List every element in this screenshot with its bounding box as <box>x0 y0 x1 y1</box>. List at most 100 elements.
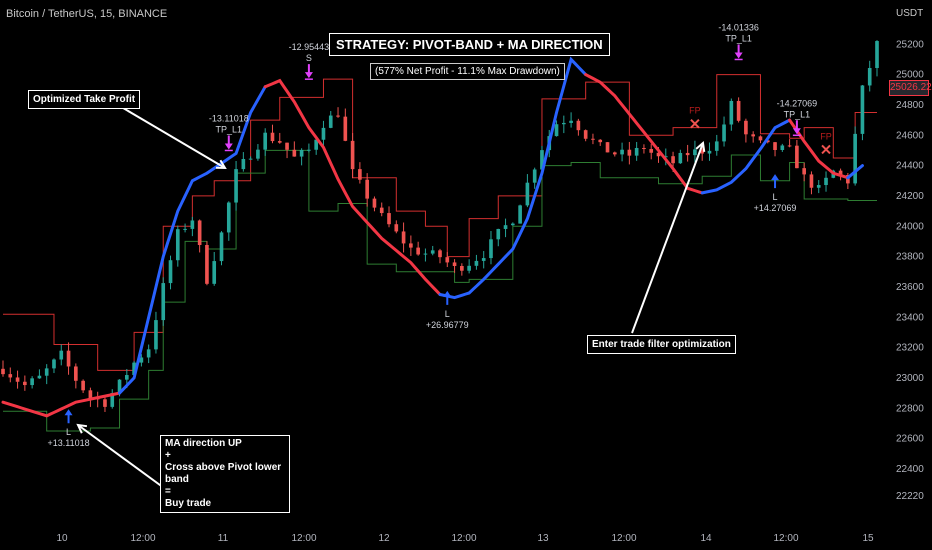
candle-body <box>168 260 173 284</box>
entry-arrow-icon <box>771 174 780 189</box>
y-tick-label: 23200 <box>896 343 924 354</box>
candle-body <box>328 115 333 128</box>
candle-body <box>175 229 180 261</box>
candle-body <box>416 247 420 255</box>
trade-label: TP_L1 <box>784 109 811 119</box>
y-tick-label: 22400 <box>896 464 924 475</box>
y-tick-label: 23600 <box>896 282 924 293</box>
y-tick-label: 24200 <box>896 191 924 202</box>
filter-cross-icon <box>690 118 700 129</box>
candle-body <box>190 220 195 229</box>
candle-body <box>74 366 78 381</box>
filter-label: FP <box>689 106 701 116</box>
candle-body <box>372 198 377 208</box>
ma-segment-up <box>846 164 864 180</box>
candle-body <box>438 250 442 258</box>
candle-body <box>474 260 479 266</box>
candle-body <box>117 379 122 393</box>
candle-body <box>860 85 865 134</box>
candle-body <box>365 179 369 199</box>
x-tick-label: 12:00 <box>773 533 798 544</box>
x-tick-label: 12:00 <box>451 533 476 544</box>
candle-body <box>649 149 654 153</box>
candle-body <box>787 145 792 147</box>
trade-pnl: +13.11018 <box>47 438 89 448</box>
candle-body <box>292 149 297 157</box>
candle-body <box>285 142 289 150</box>
candle-body <box>634 147 639 156</box>
current-price-tag: 25026.22 <box>889 80 932 96</box>
annotation-arrow-line <box>631 142 704 334</box>
y-tick-label: 24400 <box>896 161 924 172</box>
candle-body <box>496 228 501 240</box>
candle-body <box>66 350 71 367</box>
trade-label: S <box>306 53 312 63</box>
candle-body <box>321 127 326 140</box>
candle-body <box>197 220 202 246</box>
y-tick-label: 22220 <box>896 491 924 502</box>
candle-body <box>248 158 253 160</box>
candle-body <box>503 225 508 229</box>
candle-body <box>612 152 617 155</box>
candle-body <box>744 120 748 135</box>
buy-rule-line: MA direction UP <box>165 438 242 449</box>
candle-body <box>23 381 27 386</box>
candle-body <box>554 124 559 137</box>
y-axis: 25200 25000 24800 24600 24400 24200 24000 23800… <box>896 39 924 502</box>
candle-body <box>256 149 260 159</box>
candle-body <box>824 177 828 186</box>
y-tick-label: 24000 <box>896 221 924 232</box>
candle-body <box>736 100 741 121</box>
filter-note: Enter trade filter optimization <box>587 335 736 354</box>
trade-pnl: -14.01336 <box>718 22 759 32</box>
candle-body <box>314 139 319 150</box>
ma-segment-up <box>700 118 792 195</box>
candle-body <box>867 68 872 86</box>
moving-average <box>1 56 864 418</box>
exit-arrow-icon <box>304 64 313 79</box>
candle-body <box>685 152 690 156</box>
trade-label: TP_L1 <box>216 124 243 134</box>
candle-body <box>583 130 588 139</box>
candle-body <box>751 134 756 137</box>
candle-body <box>532 169 537 183</box>
candle-body <box>714 141 719 151</box>
candle-body <box>656 152 661 157</box>
candle-body <box>576 120 581 131</box>
x-tick-label: 13 <box>537 533 549 544</box>
candle-body <box>540 150 544 170</box>
candle-body <box>729 100 734 125</box>
trade-pnl: -12.95443 <box>289 42 330 52</box>
trade-pnl: -13.11018 <box>209 113 249 123</box>
candle-body <box>59 350 64 360</box>
candle-body <box>132 362 136 376</box>
x-tick-label: 12 <box>378 533 390 544</box>
candle-body <box>212 261 217 284</box>
candle-body <box>816 185 821 188</box>
candle-body <box>511 223 515 226</box>
y-tick-label: 23000 <box>896 373 924 384</box>
candle-body <box>394 224 399 232</box>
candle-body <box>81 380 85 391</box>
candle-body <box>627 149 632 156</box>
candle-body <box>591 138 595 140</box>
trade-pnl: +26.96779 <box>426 320 469 330</box>
ma-segment-down <box>263 78 442 297</box>
candle-body <box>343 116 348 141</box>
candle-body <box>30 378 34 386</box>
exit-arrow-icon <box>224 135 233 150</box>
y-tick-label: 23800 <box>896 252 924 263</box>
candle-body <box>663 156 668 158</box>
y-tick-label: 25000 <box>896 70 924 81</box>
y-tick-label: 25200 <box>896 39 924 50</box>
annotation-arrow-line <box>117 104 226 169</box>
candle-body <box>445 257 450 263</box>
strategy-stats-box: (577% Net Profit - 11.1% Max Drawdown) <box>370 63 565 80</box>
entry-arrow-icon <box>443 290 452 305</box>
buy-rule-line: Cross above Pivot lower band <box>165 462 282 485</box>
candle-body <box>37 375 42 379</box>
candle-body <box>460 265 464 271</box>
candle-body <box>780 145 785 151</box>
candle-body <box>146 349 151 358</box>
